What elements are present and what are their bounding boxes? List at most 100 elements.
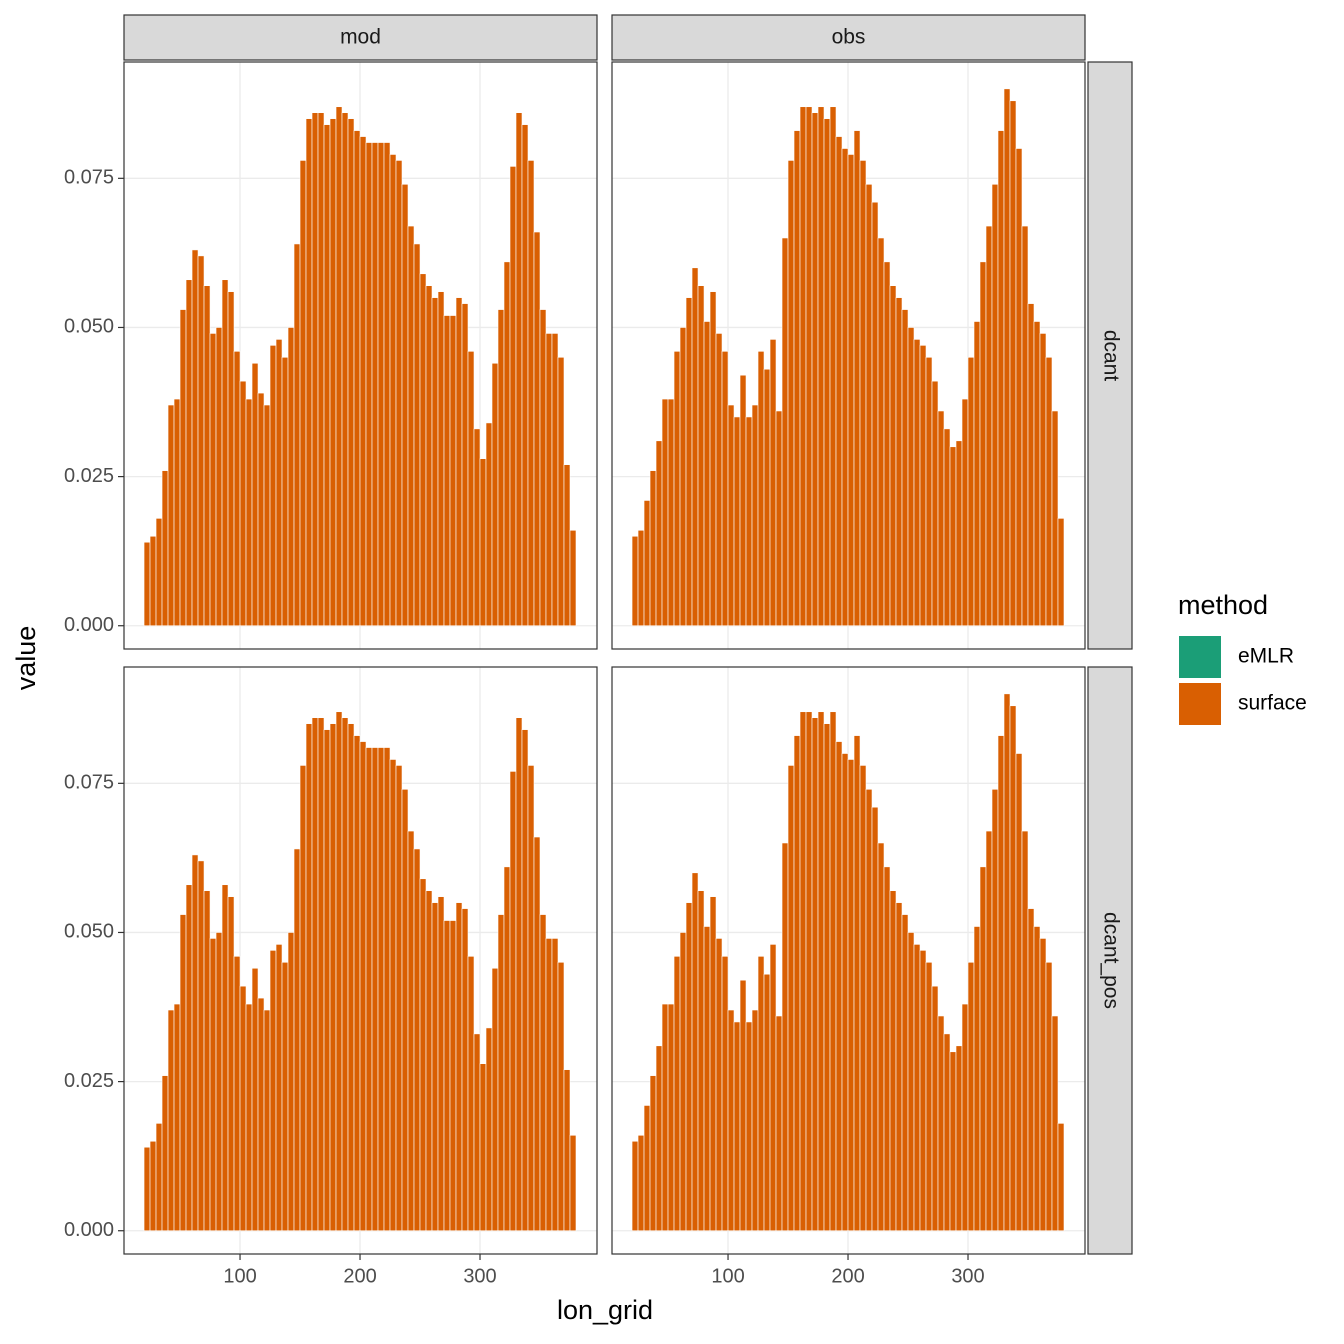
bar	[449, 315, 457, 627]
bar	[467, 351, 475, 627]
bar	[763, 368, 771, 627]
bar	[305, 118, 313, 627]
bar	[545, 333, 553, 627]
bar	[509, 771, 517, 1232]
bar	[937, 410, 945, 627]
bar	[1027, 303, 1035, 627]
bar	[371, 142, 379, 627]
bar	[721, 956, 729, 1232]
bar	[799, 106, 807, 627]
bar	[805, 711, 813, 1232]
bar	[491, 362, 499, 627]
bar	[173, 1003, 181, 1232]
bar	[257, 997, 265, 1232]
bar	[709, 291, 717, 627]
bar	[233, 956, 241, 1232]
bar	[967, 356, 975, 627]
bar	[149, 535, 157, 627]
bar	[979, 261, 987, 627]
legend-key	[1179, 683, 1221, 725]
bar	[395, 765, 403, 1232]
bar	[997, 735, 1005, 1232]
bar	[931, 985, 939, 1232]
y-tick-label: 0.075	[64, 772, 114, 794]
bar	[1057, 1123, 1065, 1232]
bar	[209, 938, 217, 1232]
y-tick-label: 0.000	[64, 614, 114, 636]
bar	[281, 356, 289, 627]
bar	[359, 136, 367, 627]
bar	[1051, 410, 1059, 627]
bar	[709, 896, 717, 1232]
bar	[1045, 356, 1053, 627]
y-tick-label: 0.000	[64, 1219, 114, 1241]
bar	[691, 267, 699, 627]
y-tick-label: 0.075	[64, 167, 114, 189]
bar	[143, 1146, 151, 1232]
bar	[1027, 908, 1035, 1232]
bar	[643, 500, 651, 627]
bar	[655, 1045, 663, 1232]
bar	[185, 884, 193, 1232]
bar	[161, 1075, 169, 1232]
bar	[155, 518, 163, 627]
bar	[733, 1021, 741, 1232]
bar	[721, 351, 729, 627]
bar	[443, 315, 451, 627]
y-tick-label: 0.025	[64, 465, 114, 487]
bar	[251, 362, 259, 627]
bar	[275, 944, 283, 1232]
bar	[269, 345, 277, 627]
bar	[383, 142, 391, 627]
bar	[811, 112, 819, 627]
bar	[763, 973, 771, 1232]
bar	[691, 872, 699, 1232]
strip	[123, 14, 598, 61]
bar	[287, 932, 295, 1232]
bar	[461, 908, 469, 1232]
y-tick-label: 0.050	[64, 316, 114, 338]
bar	[769, 339, 777, 627]
bar	[955, 440, 963, 627]
bar	[901, 914, 909, 1232]
y-axis-label: value	[11, 626, 41, 691]
bar	[173, 398, 181, 627]
bar	[347, 723, 355, 1232]
bar	[425, 890, 433, 1232]
bar	[733, 416, 741, 627]
bar	[401, 788, 409, 1232]
bar	[407, 830, 415, 1232]
bar	[745, 416, 753, 627]
legend-label: surface	[1238, 692, 1307, 715]
bar	[829, 106, 837, 627]
bar	[679, 327, 687, 627]
bar	[515, 717, 523, 1232]
bar	[269, 950, 277, 1232]
bar	[859, 765, 867, 1232]
bar	[817, 711, 825, 1232]
y-tick-label: 0.050	[64, 921, 114, 943]
bar	[317, 112, 325, 627]
bar	[889, 285, 897, 627]
legend-title: method	[1178, 590, 1268, 620]
x-axis-label: lon_grid	[557, 1295, 653, 1325]
bar	[649, 1075, 657, 1232]
bar	[233, 351, 241, 627]
bar	[191, 249, 199, 627]
bar	[245, 1003, 253, 1232]
bar	[907, 327, 915, 627]
bar	[191, 854, 199, 1232]
bar	[521, 729, 529, 1232]
bar	[1009, 100, 1017, 627]
bar	[197, 860, 205, 1232]
bar	[943, 428, 951, 627]
panel-border	[123, 61, 598, 650]
bar	[973, 926, 981, 1232]
bar	[769, 944, 777, 1232]
bar	[901, 309, 909, 627]
bar	[167, 1009, 175, 1232]
bar	[299, 765, 307, 1232]
bar	[817, 106, 825, 627]
bar	[455, 902, 463, 1232]
bar	[835, 136, 843, 627]
